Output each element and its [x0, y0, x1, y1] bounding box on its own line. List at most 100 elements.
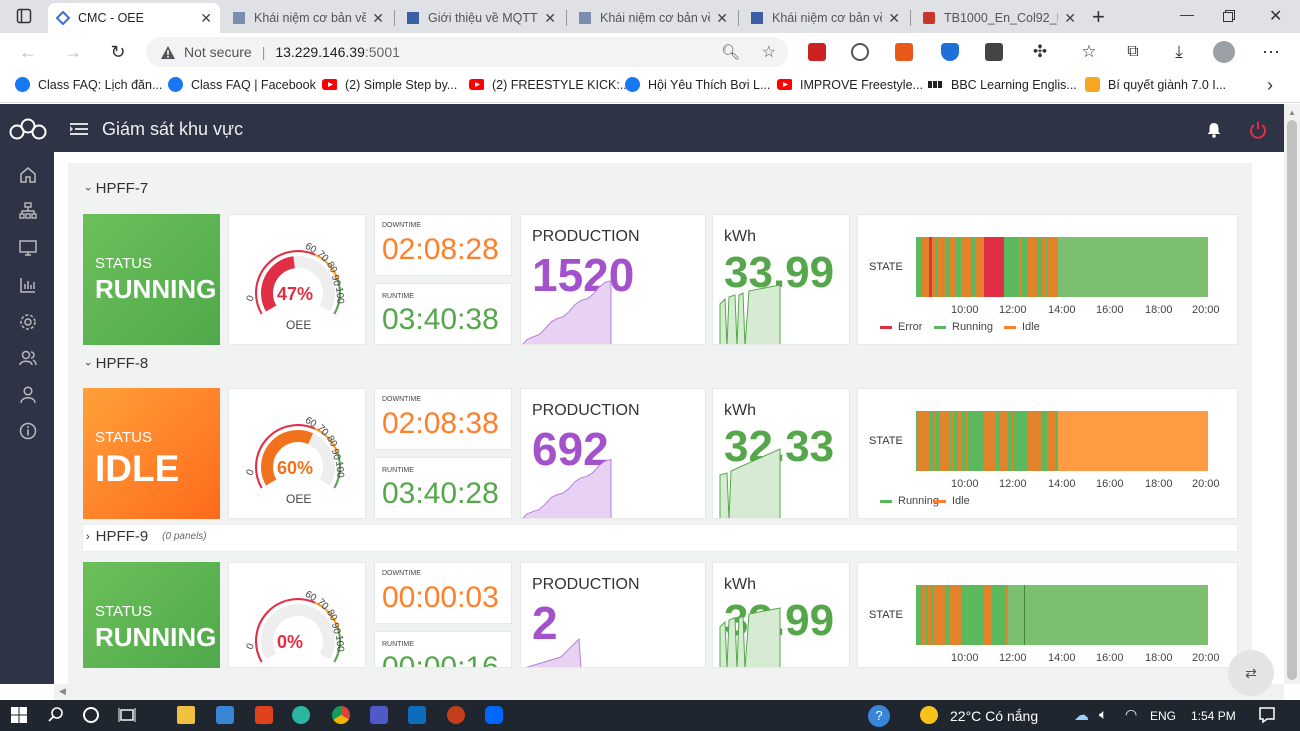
chrome-icon[interactable] — [332, 706, 350, 724]
close-tab-icon[interactable]: ✕ — [888, 9, 900, 26]
chart-icon[interactable] — [19, 276, 37, 294]
close-tab-icon[interactable]: ✕ — [716, 9, 728, 26]
state-timeline — [916, 411, 1208, 471]
legend-item[interactable]: Running — [880, 495, 939, 507]
close-tab-icon[interactable]: ✕ — [372, 9, 384, 26]
favorites-icon[interactable]: ☆ — [1081, 42, 1097, 61]
bookmark-item[interactable]: Bí quyết giành 7.0 I... — [1085, 77, 1226, 92]
file-explorer-icon[interactable] — [177, 706, 195, 724]
oee-gauge — [255, 424, 341, 489]
extension-1-icon[interactable] — [808, 43, 826, 61]
sitemap-icon[interactable] — [19, 202, 37, 220]
tab-actions-icon[interactable] — [16, 8, 32, 24]
chevron-down-icon[interactable]: › — [81, 361, 94, 366]
menu-toggle-icon[interactable] — [70, 122, 88, 136]
teams-icon[interactable] — [370, 706, 388, 724]
weather-text[interactable]: 22°C Có nắng — [950, 708, 1039, 724]
extensions-puzzle-icon[interactable]: ✣ — [1032, 42, 1048, 61]
edge-icon[interactable] — [292, 706, 310, 724]
profile-avatar[interactable] — [1213, 41, 1235, 63]
users-icon[interactable] — [19, 349, 37, 367]
row-title[interactable]: › HPFF-9 (0 panels) — [86, 528, 207, 545]
clock[interactable]: 1:54 PM — [1191, 709, 1236, 723]
extension-grammar-icon[interactable] — [851, 43, 869, 61]
restore-button[interactable] — [1223, 10, 1235, 22]
wifi-icon[interactable]: ◠ — [1125, 706, 1138, 722]
legend-item[interactable]: Error — [880, 321, 922, 333]
store-icon[interactable] — [216, 706, 234, 724]
chevron-right-icon[interactable]: › — [86, 530, 90, 543]
monitor-icon[interactable] — [19, 239, 37, 257]
zoom-icon[interactable]: 🔍︎ — [720, 44, 740, 61]
scrollbar-thumb[interactable] — [1287, 120, 1297, 680]
state-timeline-card: STATE 10:00 12:00 14:00 16:00 18:00 20:00 Runni… — [857, 388, 1238, 519]
row-title[interactable]: › HPFF-8 — [82, 355, 148, 372]
row-title[interactable]: › HPFF-7 — [82, 180, 148, 197]
browser-tab-bar: CMC - OEE ✕ Khái niệm cơ bản về ✕ Giới t… — [0, 0, 1300, 33]
help-icon[interactable]: ? — [868, 705, 890, 727]
cortana-icon[interactable] — [82, 706, 100, 724]
volume-icon[interactable]: 🔈︎ — [1099, 706, 1108, 722]
user-icon[interactable] — [19, 386, 37, 404]
extension-shield-icon[interactable] — [941, 43, 959, 61]
favorite-star-icon[interactable]: ☆ — [761, 44, 776, 61]
info-icon[interactable] — [19, 422, 37, 440]
grafana-favicon-icon — [56, 11, 70, 25]
bell-icon[interactable] — [1206, 122, 1222, 138]
bookmark-item[interactable]: IMPROVE Freestyle... — [777, 77, 923, 92]
onedrive-icon[interactable]: ☁ — [1074, 707, 1089, 724]
vertical-scrollbar[interactable]: ▲ — [1284, 104, 1300, 684]
outlook-icon[interactable] — [408, 706, 426, 724]
tab-khai-niem-3[interactable]: Khái niệm cơ bản về ✕ — [742, 3, 908, 33]
bookmark-item[interactable]: Class FAQ: Lịch đăn... — [15, 77, 162, 92]
chevron-right-icon[interactable]: › — [1267, 75, 1273, 95]
powerpoint-icon[interactable] — [447, 706, 465, 724]
close-tab-icon[interactable]: ✕ — [1064, 9, 1076, 26]
language-indicator[interactable]: ENG — [1150, 709, 1177, 723]
time-tick-label: 10:00 — [951, 652, 979, 664]
office-icon[interactable] — [255, 706, 273, 724]
tab-mqtt[interactable]: Giới thiệu về MQTT ✕ — [398, 3, 564, 33]
extension-5-icon[interactable] — [985, 43, 1003, 61]
search-icon[interactable] — [47, 706, 65, 724]
new-tab-button[interactable]: + — [1092, 4, 1105, 29]
tab-pdf[interactable]: TB1000_En_Col92_P ✕ — [914, 3, 1084, 33]
legend-item[interactable]: Running — [934, 321, 993, 333]
more-menu-icon[interactable]: ⋯ — [1262, 41, 1280, 62]
gear-icon[interactable] — [19, 313, 37, 331]
horizontal-scrollbar[interactable]: ◀ — [54, 684, 1284, 700]
scroll-toggle-button[interactable]: ⇄ — [1228, 650, 1274, 696]
extension-3-icon[interactable] — [895, 43, 913, 61]
close-tab-icon[interactable]: ✕ — [200, 9, 212, 26]
close-tab-icon[interactable]: ✕ — [544, 9, 556, 26]
bookmark-item[interactable]: BBC Learning Englis... — [928, 77, 1077, 92]
zalo-icon[interactable] — [485, 706, 503, 724]
forward-icon[interactable]: → — [64, 41, 82, 62]
close-window-button[interactable]: ✕ — [1269, 8, 1283, 25]
bookmark-item[interactable]: (2) Simple Step by... — [322, 77, 457, 92]
chevron-down-icon[interactable]: › — [81, 186, 94, 191]
row-collapsed-header[interactable] — [82, 524, 1238, 552]
bookmark-item[interactable]: Class FAQ | Facebook — [168, 77, 316, 92]
windows-start-icon[interactable] — [10, 706, 28, 724]
back-icon[interactable]: ← — [19, 41, 37, 62]
bookmark-item[interactable]: (2) FREESTYLE KICK:... — [469, 77, 630, 92]
minimize-button[interactable]: — — [1180, 6, 1194, 22]
url-box[interactable]: Not secure | 13.229.146.39:5001 🔍︎ ☆ — [146, 37, 788, 67]
legend-item[interactable]: Idle — [1004, 321, 1040, 333]
bookmark-item[interactable]: Hội Yêu Thích Bơi L... — [625, 77, 770, 92]
tab-khai-niem-1[interactable]: Khái niệm cơ bản về ✕ — [224, 3, 392, 33]
reload-icon[interactable]: ↻ — [110, 41, 126, 62]
logout-power-icon[interactable] — [1249, 121, 1267, 139]
home-icon[interactable] — [19, 166, 37, 184]
tab-cmc-oee[interactable]: CMC - OEE ✕ — [48, 3, 220, 33]
state-segment — [939, 411, 945, 471]
notification-icon[interactable] — [1258, 706, 1276, 724]
state-segment — [929, 237, 932, 297]
not-secure-label: Not secure — [184, 44, 252, 60]
tab-khai-niem-2[interactable]: Khái niệm cơ bản về ✕ — [570, 3, 736, 33]
collections-icon[interactable]: ⧉ — [1127, 43, 1139, 60]
task-view-icon[interactable] — [118, 706, 136, 724]
legend-item[interactable]: Idle — [934, 495, 970, 507]
downloads-icon[interactable]: ⤓ — [1175, 42, 1183, 61]
